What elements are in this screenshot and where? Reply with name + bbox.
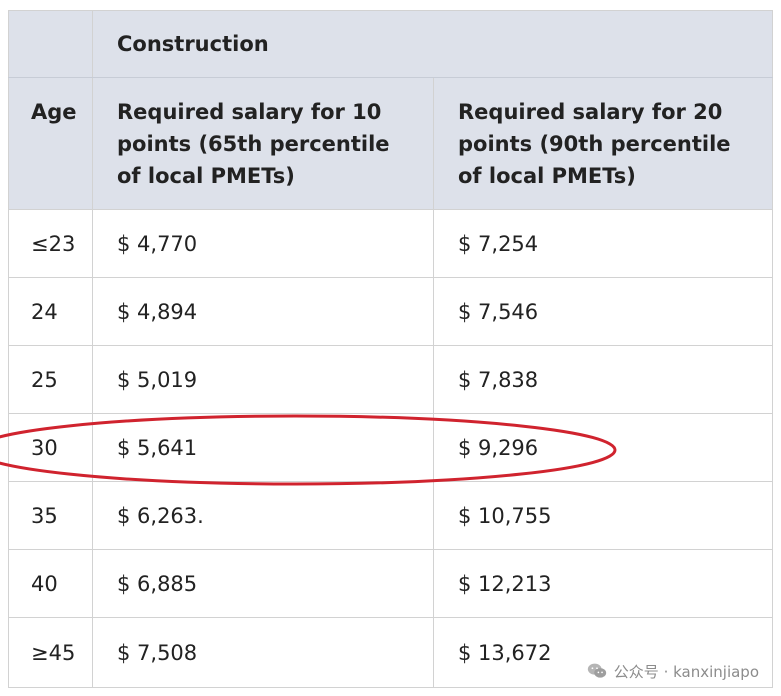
salary-20-cell: $ 9,296 [432, 413, 774, 482]
section-title: Construction [91, 10, 774, 78]
salary-20-points-header: Required salary for 20 points (90th perc… [432, 77, 774, 210]
salary-table: Construction Age Required salary for 10 … [8, 10, 774, 688]
age-cell: 24 [8, 277, 93, 346]
age-cell: ≤23 [8, 209, 93, 278]
column-header-row: Age Required salary for 10 points (65th … [8, 77, 774, 210]
age-cell: 40 [8, 549, 93, 618]
section-empty-cell [8, 10, 93, 78]
table-row: 40 $ 6,885 $ 12,213 [8, 549, 774, 618]
age-cell: 35 [8, 481, 93, 550]
salary-10-points-header: Required salary for 10 points (65th perc… [92, 77, 434, 210]
age-cell: 30 [8, 413, 93, 482]
table-row: 24 $ 4,894 $ 7,546 [8, 277, 774, 346]
salary-10-cell: $ 6,263. [92, 481, 434, 550]
table-row: ≤23 $ 4,770 $ 7,254 [8, 209, 774, 278]
salary-20-cell: $ 7,546 [432, 277, 774, 346]
age-cell: 25 [8, 345, 93, 414]
age-cell: ≥45 [8, 617, 93, 688]
section-header-row: Construction [8, 10, 774, 78]
salary-10-cell: $ 5,019 [92, 345, 434, 414]
table-row: 25 $ 5,019 $ 7,838 [8, 345, 774, 414]
salary-20-cell: $ 7,254 [432, 209, 774, 278]
salary-10-cell: $ 6,885 [92, 549, 434, 618]
salary-10-cell: $ 4,894 [92, 277, 434, 346]
salary-20-cell: $ 12,213 [432, 549, 774, 618]
table-row: ≥45 $ 7,508 $ 13,672 [8, 617, 774, 688]
table-row: 35 $ 6,263. $ 10,755 [8, 481, 774, 550]
watermark: 公众号 · kanxinjiapo [586, 660, 759, 682]
table-row-highlighted: 30 $ 5,641 $ 9,296 [8, 413, 774, 482]
salary-10-cell: $ 4,770 [92, 209, 434, 278]
salary-10-cell: $ 7,508 [92, 617, 434, 688]
wechat-icon [587, 663, 606, 678]
salary-10-cell: $ 5,641 [92, 413, 434, 482]
age-header: Age [8, 77, 93, 210]
watermark-text: 公众号 · kanxinjiapo [613, 662, 759, 681]
salary-20-cell: $ 10,755 [432, 481, 774, 550]
salary-20-cell: $ 7,838 [432, 345, 774, 414]
